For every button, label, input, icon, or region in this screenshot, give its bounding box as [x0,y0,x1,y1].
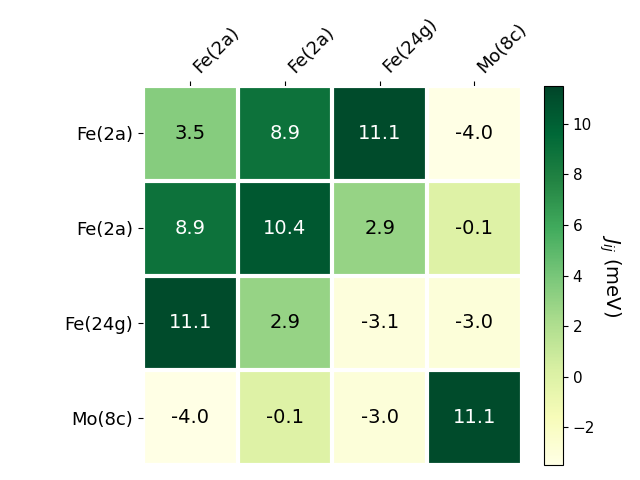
Text: -0.1: -0.1 [266,408,304,427]
Text: -4.0: -4.0 [456,124,493,143]
Text: -4.0: -4.0 [172,408,209,427]
Y-axis label: $J_{ij}$ (meV): $J_{ij}$ (meV) [597,234,623,317]
Text: 2.9: 2.9 [364,219,395,238]
Text: 11.1: 11.1 [452,408,496,427]
Text: -3.0: -3.0 [361,408,399,427]
Text: 8.9: 8.9 [175,219,205,238]
Text: 8.9: 8.9 [269,124,300,143]
Text: -3.0: -3.0 [456,313,493,332]
Text: 10.4: 10.4 [263,219,307,238]
Text: 11.1: 11.1 [358,124,401,143]
Text: 2.9: 2.9 [269,313,300,332]
Text: -0.1: -0.1 [456,219,493,238]
Text: 3.5: 3.5 [175,124,206,143]
Text: -3.1: -3.1 [360,313,399,332]
Text: 11.1: 11.1 [168,313,212,332]
